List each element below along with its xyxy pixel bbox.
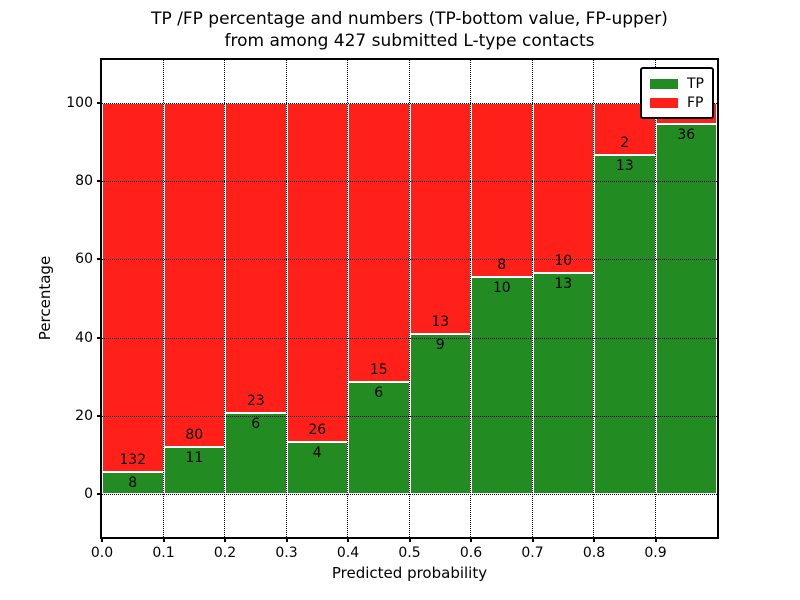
x-gridline [285, 60, 287, 537]
tp-count-label: 11 [185, 449, 204, 466]
x-tick-label: 0.7 [521, 545, 544, 561]
x-tick-label: 0.5 [398, 545, 421, 561]
x-axis-label: Predicted probability [331, 564, 488, 582]
tp-count-label: 8 [128, 474, 138, 491]
tp-legend-swatch-icon [650, 78, 678, 89]
y-tick-label: 40 [75, 329, 93, 346]
x-tick-mark [285, 537, 288, 542]
y-axis-label: Percentage [36, 255, 54, 341]
chart-title: TP /FP percentage and numbers (TP-bottom… [100, 8, 719, 52]
fp-count-label: 2 [620, 135, 630, 152]
y-tick-mark [97, 258, 102, 261]
tp-count-label: 10 [492, 279, 511, 296]
fp-count-label: 132 [119, 451, 147, 468]
fp-bar-segment [409, 103, 471, 335]
tp-bar-segment [471, 276, 533, 494]
tp-bar-segment [594, 155, 656, 494]
x-gridline [408, 60, 410, 537]
fp-legend-swatch-icon [650, 97, 678, 108]
y-gridline [102, 415, 717, 417]
x-tick-mark [654, 537, 657, 542]
x-tick-mark [101, 537, 103, 542]
fp-bar-segment [102, 103, 164, 472]
y-tick-label: 100 [66, 95, 93, 111]
x-gridline [224, 60, 225, 537]
x-tick-label: 0.2 [213, 545, 237, 561]
tp-bar-segment [655, 123, 717, 494]
y-gridline [102, 259, 717, 261]
y-tick-label: 60 [75, 251, 93, 268]
fp-count-label: 8 [497, 256, 507, 273]
y-tick-label: 80 [75, 173, 93, 190]
tp-bar-segment [225, 413, 287, 494]
x-gridline [593, 60, 594, 537]
y-tick-mark [97, 414, 102, 417]
x-tick-label: 0.1 [152, 545, 175, 561]
x-tick-label: 0.0 [90, 545, 114, 561]
x-tick-label: 0.6 [459, 545, 483, 561]
y-gridline [102, 337, 717, 339]
y-gridline [102, 181, 717, 183]
y-tick-mark [97, 102, 102, 104]
x-tick-label: 0.3 [275, 545, 298, 561]
y-tick-mark [97, 180, 102, 183]
fp-count-label: 10 [554, 253, 573, 269]
tp-bar-segment [163, 446, 225, 494]
x-tick-mark [470, 537, 472, 542]
x-gridline [162, 60, 164, 537]
fp-legend-label: FP [687, 94, 704, 111]
x-gridline [531, 60, 533, 537]
x-tick-label: 0.9 [644, 545, 667, 561]
tp-bar-segment [348, 382, 410, 494]
x-tick-label: 0.8 [582, 545, 606, 561]
y-gridline [102, 493, 717, 495]
fp-count-label: 26 [308, 421, 327, 438]
x-tick-mark [593, 537, 595, 542]
fp-bar-segment [532, 103, 594, 273]
fp-count-label: 15 [369, 362, 388, 379]
x-tick-mark [224, 537, 226, 542]
y-tick-label: 20 [75, 407, 93, 424]
tp-count-label: 6 [374, 385, 384, 402]
legend: TP FP [640, 67, 714, 119]
x-tick-mark [162, 537, 165, 542]
x-tick-mark [531, 537, 534, 542]
tp-legend-label: TP [687, 75, 704, 92]
fp-bar-segment [163, 103, 225, 447]
plot-area: TP FP 8 132 11 80 6 23 4 26 6 15 9 13 10 8 13 10 13 2 36 0 2… [66, 58, 719, 561]
x-gridline [654, 60, 656, 537]
tp-bar-segment [286, 441, 348, 494]
x-gridline [470, 60, 471, 537]
legend-item-tp: TP [650, 74, 704, 93]
y-tick-mark [97, 336, 102, 339]
chart-title-line1: TP /FP percentage and numbers (TP-bottom… [151, 9, 668, 29]
tp-bar-segment [409, 334, 471, 494]
fp-bar-segment [225, 103, 287, 414]
fp-count-label: 13 [431, 314, 450, 331]
fp-count-label: 80 [185, 426, 204, 443]
fp-bar-segment [348, 103, 410, 383]
tp-count-label: 13 [554, 276, 573, 292]
fp-count-label: 23 [246, 393, 265, 410]
y-tick-mark [97, 492, 102, 495]
chart-title-line2: from among 427 submitted L-type contacts [224, 31, 595, 51]
x-gridline [347, 60, 348, 537]
x-tick-mark [408, 537, 411, 542]
legend-item-fp: FP [650, 93, 704, 112]
y-gridline [102, 103, 717, 104]
fp-bar-segment [471, 103, 533, 277]
x-tick-label: 0.4 [336, 545, 360, 561]
tp-bar-segment [532, 273, 594, 494]
tp-count-label: 13 [615, 158, 634, 175]
y-tick-label: 0 [84, 485, 93, 502]
tp-count-label: 9 [435, 337, 445, 354]
tp-count-label: 36 [677, 126, 696, 143]
tp-count-label: 4 [312, 444, 322, 461]
tp-count-label: 6 [251, 416, 261, 433]
fp-bar-segment [286, 103, 348, 442]
x-tick-mark [347, 537, 349, 542]
